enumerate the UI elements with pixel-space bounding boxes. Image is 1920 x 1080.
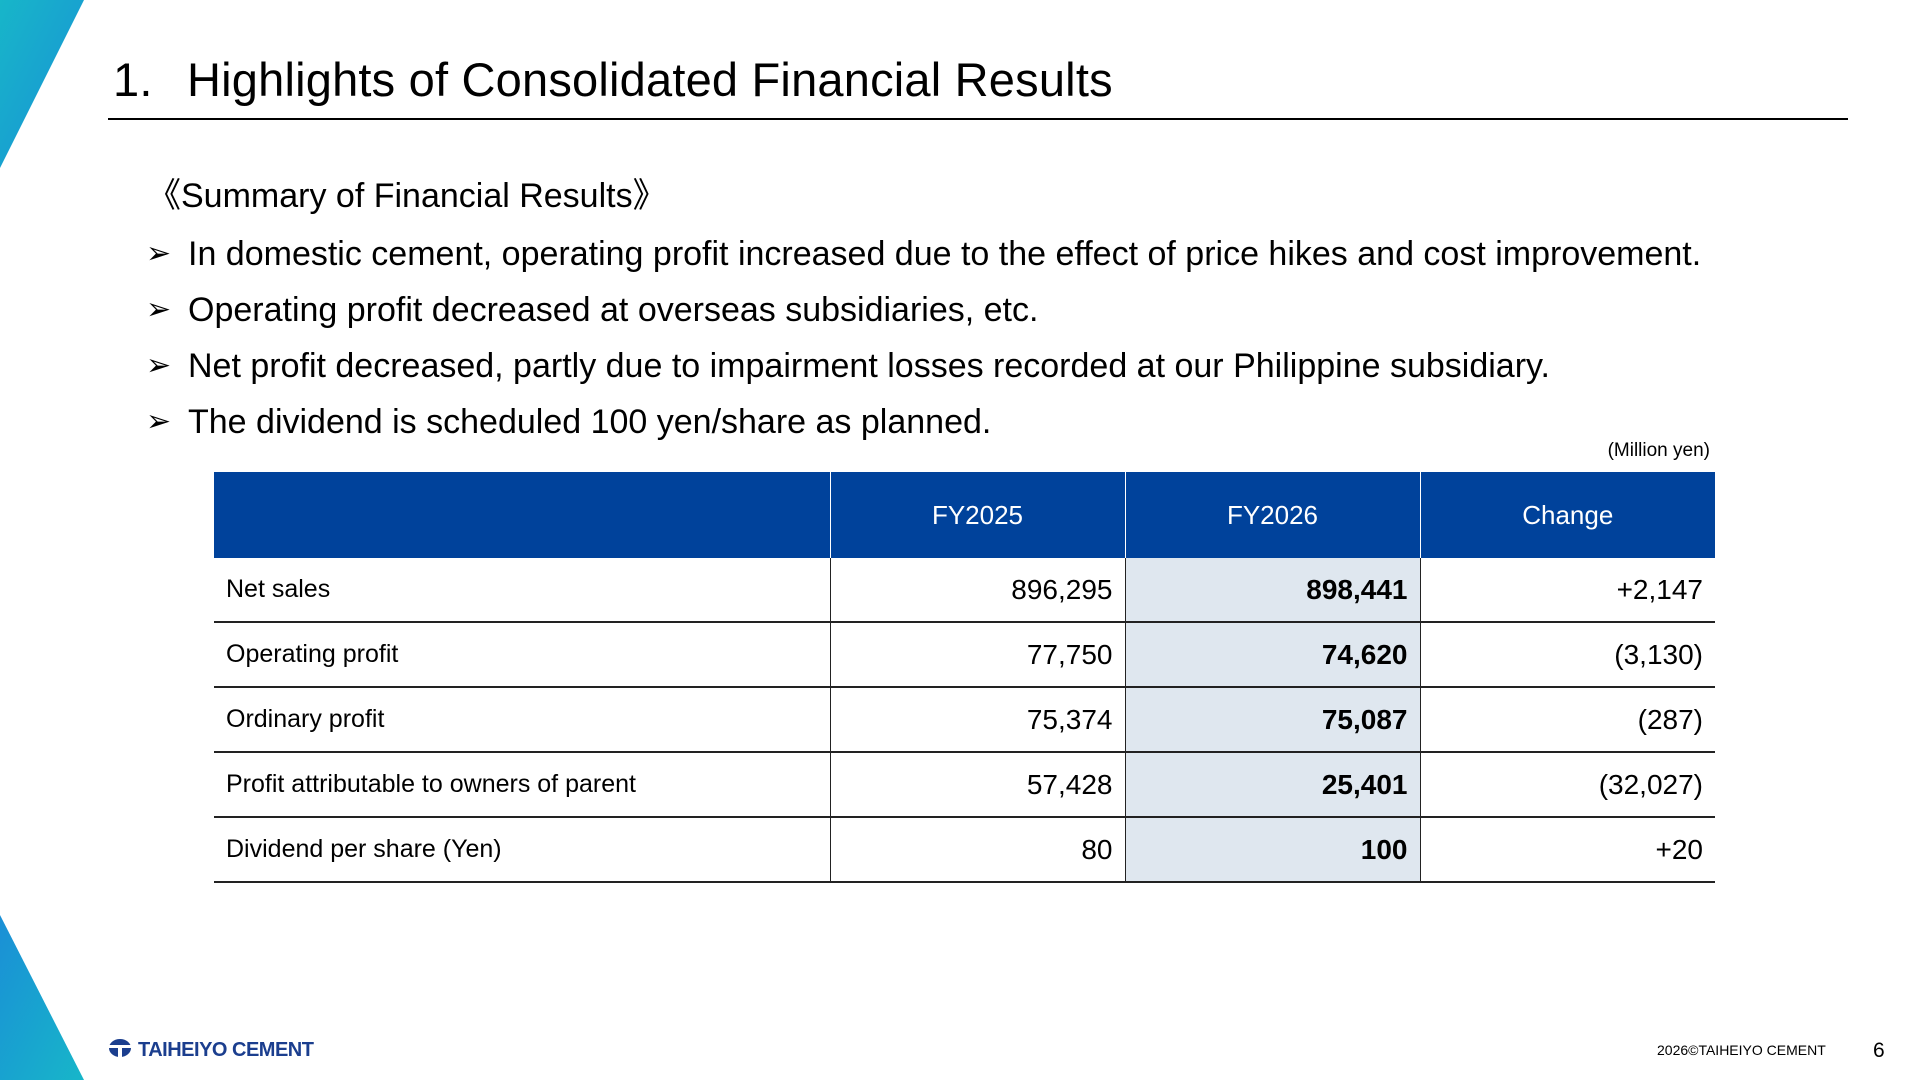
company-logo-icon [108,1038,132,1063]
cell-change: +2,147 [1419,558,1715,623]
header-cell-change: Change [1419,472,1715,558]
slide-title: 1. Highlights of Consolidated Financial R… [113,50,1113,110]
logo-text: TAIHEIYO CEMENT [138,1039,314,1061]
bullet-arrow-icon: ➢ [146,237,172,270]
bullet-list: ➢ In domestic cement, operating profit in… [146,232,1701,456]
unit-note: (Million yen) [1607,440,1710,461]
bullet-arrow-icon: ➢ [146,293,172,326]
cell-fy2025: 75,374 [829,687,1125,753]
bullet-arrow-icon: ➢ [146,405,172,438]
corner-decoration-bottom [0,915,90,1080]
cell-change: (3,130) [1419,622,1715,688]
table-row: Operating profit 77,750 74,620 (3,130) [214,622,1715,688]
bullet-text: The dividend is scheduled 100 yen/share … [188,403,992,441]
row-label: Net sales [214,558,830,623]
header-cell-fy2026: FY2026 [1124,472,1420,558]
financial-results-table: FY2025 FY2026 Change Net sales 896,295 8… [214,472,1715,883]
list-item: ➢ In domestic cement, operating profit in… [146,232,1701,288]
header-cell-fy2025: FY2025 [829,472,1125,558]
cell-fy2026: 100 [1124,817,1420,883]
cell-fy2026: 74,620 [1124,622,1420,688]
table-header-row: FY2025 FY2026 Change [214,472,1715,558]
cell-fy2025: 57,428 [829,752,1125,818]
cell-fy2026: 75,087 [1124,687,1420,753]
table-row: Ordinary profit 75,374 75,087 (287) [214,687,1715,753]
cell-change: +20 [1419,817,1715,883]
page-number: 6 [1873,1039,1885,1062]
cell-fy2026: 25,401 [1124,752,1420,818]
title-number: 1. [113,53,153,106]
title-divider [108,118,1848,120]
list-item: ➢ Operating profit decreased at overseas … [146,288,1701,344]
company-logo: TAIHEIYO CEMENT [108,1038,314,1063]
cell-change: (32,027) [1419,752,1715,818]
summary-heading: 《Summary of Financial Results》 [147,177,667,215]
cell-fy2025: 80 [829,817,1125,883]
list-item: ➢ The dividend is scheduled 100 yen/share… [146,400,1701,456]
header-cell-label [214,472,830,558]
table-row: Net sales 896,295 898,441 +2,147 [214,558,1715,623]
title-text: Highlights of Consolidated Financial Res… [187,53,1113,106]
table-row: Profit attributable to owners of parent … [214,752,1715,818]
corner-decoration-top [0,0,90,170]
table-row: Dividend per share (Yen) 80 100 +20 [214,817,1715,883]
bullet-arrow-icon: ➢ [146,349,172,382]
row-label: Profit attributable to owners of parent [214,752,830,818]
cell-fy2025: 77,750 [829,622,1125,688]
cell-fy2025: 896,295 [829,558,1125,623]
row-label: Operating profit [214,622,830,688]
bullet-text: Operating profit decreased at overseas s… [188,291,1039,329]
cell-change: (287) [1419,687,1715,753]
row-label: Dividend per share (Yen) [214,817,830,883]
bullet-text: In domestic cement, operating profit inc… [188,235,1702,273]
bullet-text: Net profit decreased, partly due to impa… [188,347,1550,385]
cell-fy2026: 898,441 [1124,558,1420,623]
row-label: Ordinary profit [214,687,830,753]
list-item: ➢ Net profit decreased, partly due to imp… [146,344,1701,400]
copyright: 2026©TAIHEIYO CEMENT [1657,1042,1826,1058]
